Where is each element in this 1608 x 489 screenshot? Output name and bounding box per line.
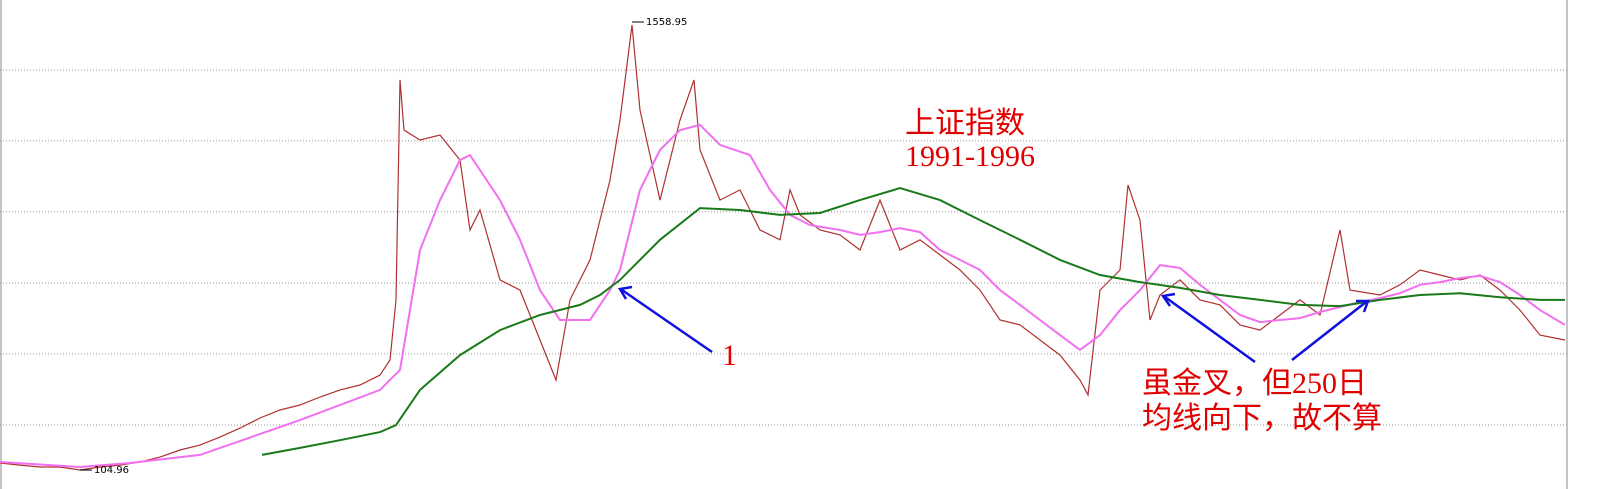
arrow xyxy=(1164,295,1256,364)
series-lines xyxy=(0,25,1566,471)
annotation: 上证指数 xyxy=(905,107,1025,140)
annotation: 1991-1996 xyxy=(905,140,1035,173)
arrows xyxy=(617,285,1370,364)
arrow-head xyxy=(1160,292,1176,307)
annotation: 均线向下，故不算 xyxy=(1142,402,1382,435)
extremes: 1558.95 104.96 xyxy=(80,17,687,476)
arrow-head xyxy=(1356,299,1370,313)
grid xyxy=(0,69,1568,426)
extreme-label: 104.96 xyxy=(94,465,129,476)
annotation: 虽金叉，但250日 xyxy=(1142,367,1367,400)
series-line xyxy=(0,25,1566,471)
arrow-head xyxy=(617,285,633,300)
series-line xyxy=(261,187,1565,456)
arrow xyxy=(621,288,713,354)
annotation: 1 xyxy=(722,339,737,372)
arrow xyxy=(1291,301,1367,361)
extreme-label: 1558.95 xyxy=(646,17,687,28)
